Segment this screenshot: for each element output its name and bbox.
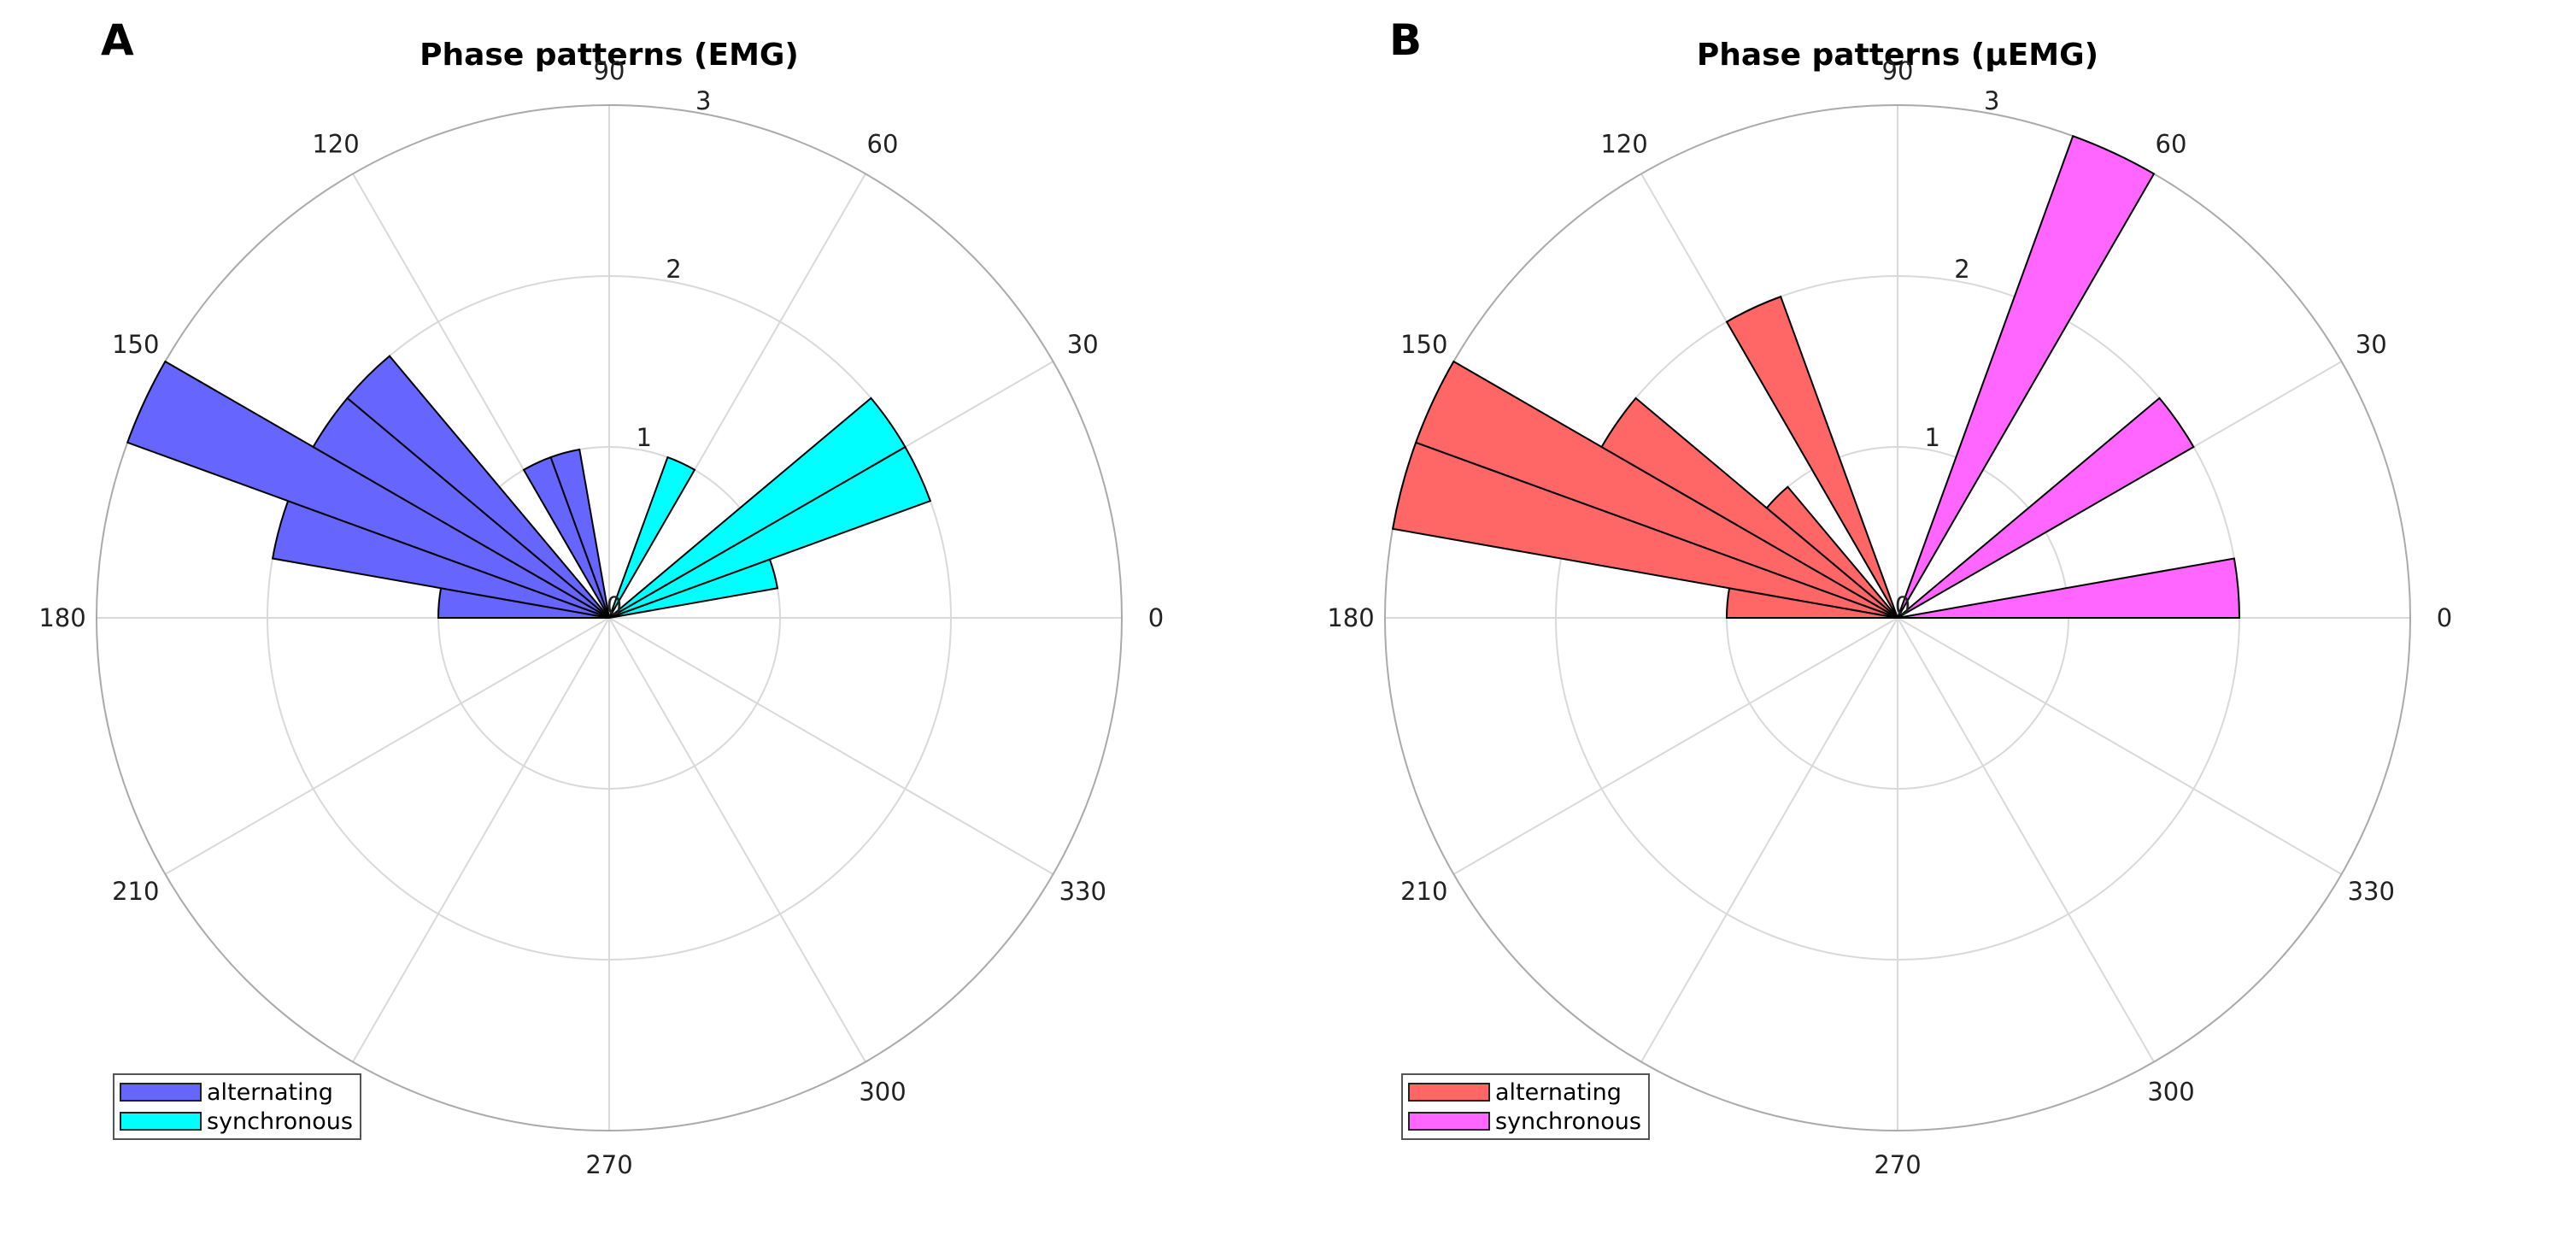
chart-title-a: Phase patterns (EMG) bbox=[420, 38, 799, 73]
angle-tick-label: 180 bbox=[38, 603, 85, 632]
radial-tick-label: 2 bbox=[1954, 255, 1969, 284]
bar-alternating bbox=[1765, 485, 1898, 619]
radial-tick-label: 3 bbox=[1984, 86, 1999, 115]
bar-synchronous bbox=[1897, 134, 2156, 619]
angle-tick-label: 300 bbox=[859, 1077, 906, 1106]
angle-tick-label: 270 bbox=[1874, 1150, 1921, 1179]
angular-gridline bbox=[608, 617, 866, 1063]
bar-alternating bbox=[549, 448, 610, 619]
bar-synchronous bbox=[1897, 397, 2195, 619]
bar-alternating bbox=[1600, 397, 1898, 619]
angle-tick-label: 90 bbox=[594, 56, 625, 85]
legend-entry-synchronous: synchronous bbox=[120, 1107, 353, 1136]
legend-b: alternating synchronous bbox=[1401, 1073, 1650, 1140]
legend-entry-alternating: alternating bbox=[1408, 1078, 1641, 1107]
radial-tick-label: 0 bbox=[1895, 591, 1910, 620]
legend-entry-alternating: alternating bbox=[120, 1078, 353, 1107]
angle-tick-label: 210 bbox=[112, 877, 159, 906]
bar-alternating bbox=[346, 355, 610, 619]
panel-letter-a: A bbox=[101, 15, 134, 65]
angle-tick-label: 90 bbox=[1882, 56, 1914, 85]
legend-label-alternating: alternating bbox=[207, 1078, 333, 1106]
angular-gridline bbox=[608, 617, 1054, 875]
radial-gridline bbox=[267, 275, 952, 961]
angle-tick-label: 300 bbox=[2147, 1077, 2194, 1106]
angular-gridline bbox=[164, 617, 610, 875]
angle-tick-label: 30 bbox=[2356, 330, 2387, 359]
outer-ring bbox=[96, 104, 1123, 1131]
angular-gridline bbox=[1452, 617, 1898, 875]
bar-alternating bbox=[1725, 295, 1898, 619]
chart-title-b: Phase patterns (μEMG) bbox=[1696, 38, 2099, 73]
legend-label-synchronous: synchronous bbox=[1495, 1108, 1641, 1135]
legend-a: alternating synchronous bbox=[113, 1073, 361, 1140]
bar-synchronous bbox=[1897, 557, 2241, 619]
legend-swatch-alternating bbox=[1408, 1083, 1490, 1102]
angle-tick-label: 120 bbox=[312, 130, 359, 159]
angular-gridline bbox=[1640, 617, 1898, 1063]
radial-tick-label: 3 bbox=[695, 86, 711, 115]
radial-tick-label: 1 bbox=[637, 423, 652, 452]
legend-swatch-alternating bbox=[120, 1083, 202, 1102]
angle-tick-label: 0 bbox=[1148, 603, 1164, 632]
angle-tick-label: 150 bbox=[112, 330, 159, 359]
angle-tick-label: 0 bbox=[2437, 603, 2452, 632]
panel-a: A Phase patterns (EMG) 0 1 2 3 0 30 60 90 120 150… bbox=[38, 15, 1164, 1179]
panel-letter-b: B bbox=[1389, 15, 1423, 65]
radial-tick-label: 0 bbox=[607, 591, 622, 620]
bar-alternating bbox=[126, 360, 610, 619]
angle-tick-label: 330 bbox=[2348, 877, 2395, 906]
legend-swatch-synchronous bbox=[1408, 1112, 1490, 1131]
bar-synchronous bbox=[608, 397, 907, 619]
angle-tick-label: 150 bbox=[1400, 330, 1447, 359]
angular-gridline bbox=[1897, 617, 2343, 875]
angle-tick-label: 330 bbox=[1059, 877, 1106, 906]
bar-alternating bbox=[1414, 360, 1898, 619]
angular-gridline bbox=[352, 617, 610, 1063]
legend-swatch-synchronous bbox=[120, 1112, 202, 1131]
angle-tick-label: 120 bbox=[1600, 130, 1647, 159]
bar-synchronous bbox=[608, 455, 696, 619]
outer-ring bbox=[1384, 104, 2411, 1131]
legend-label-synchronous: synchronous bbox=[207, 1108, 353, 1135]
angle-tick-label: 270 bbox=[585, 1150, 632, 1179]
angle-tick-label: 60 bbox=[2156, 130, 2187, 159]
radial-tick-label: 1 bbox=[1925, 423, 1940, 452]
bars bbox=[1391, 134, 2241, 619]
bars bbox=[126, 355, 932, 619]
angle-tick-label: 180 bbox=[1327, 603, 1374, 632]
legend-entry-synchronous: synchronous bbox=[1408, 1107, 1641, 1136]
angle-tick-label: 210 bbox=[1400, 877, 1447, 906]
angular-gridline bbox=[1897, 617, 2155, 1063]
radial-tick-label: 2 bbox=[666, 255, 681, 284]
panel-b: B Phase patterns (μEMG) 0 1 2 3 0 30 60 90 120 15… bbox=[1288, 0, 2576, 1234]
legend-label-alternating: alternating bbox=[1495, 1078, 1622, 1106]
angle-tick-label: 60 bbox=[867, 130, 899, 159]
angle-tick-label: 30 bbox=[1067, 330, 1099, 359]
